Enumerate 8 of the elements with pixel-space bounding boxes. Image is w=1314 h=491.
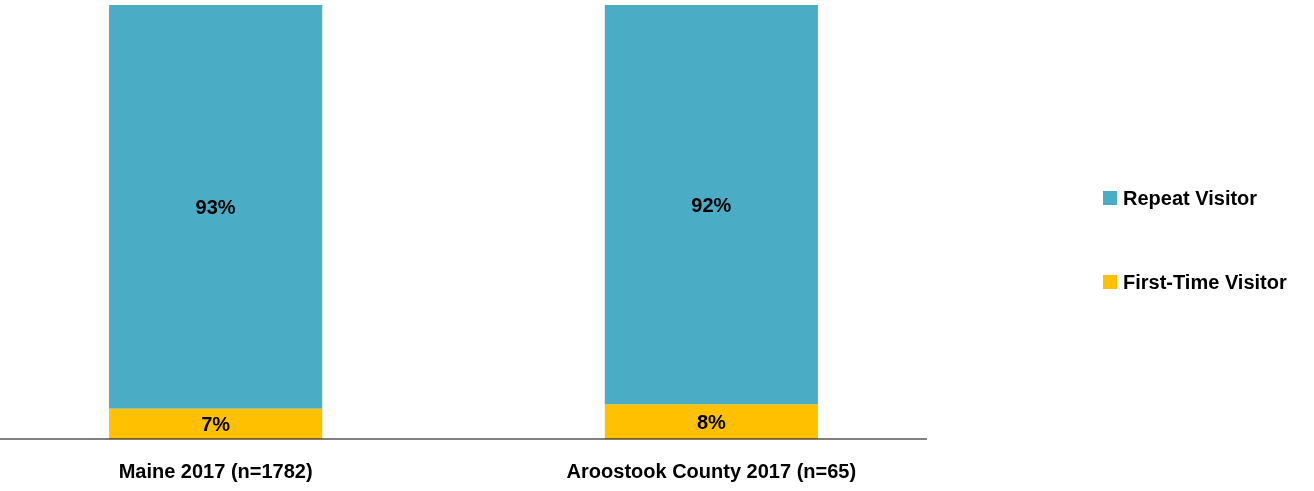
x-tick-label: Aroostook County 2017 (n=65): [566, 460, 857, 482]
data-label: 8%: [696, 410, 727, 433]
x-tick-label: Maine 2017 (n=1782): [118, 460, 313, 482]
legend-label: Repeat Visitor: [1123, 187, 1258, 209]
data-label: 7%: [201, 412, 231, 435]
data-label: 93%: [195, 195, 236, 218]
legend-label: First-Time Visitor: [1123, 271, 1287, 293]
data-label: 92%: [691, 193, 732, 216]
